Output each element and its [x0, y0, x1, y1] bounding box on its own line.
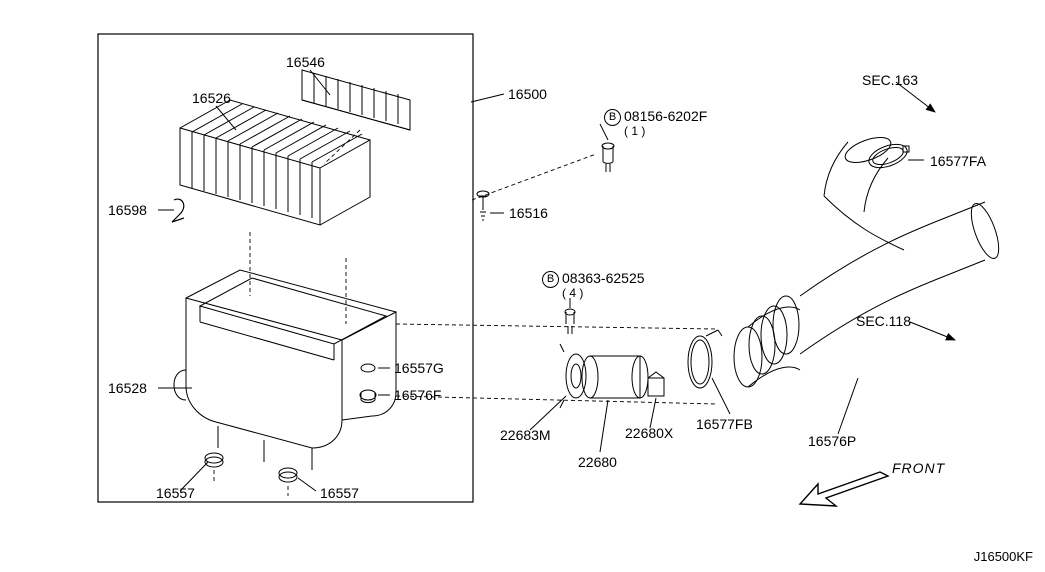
callout-text: 16598 [108, 202, 147, 218]
callout-prefix: B [604, 109, 621, 126]
diagram-id: J16500KF [974, 549, 1033, 564]
callout-r16528: 16528 [108, 380, 147, 396]
callout-text: 16546 [286, 54, 325, 70]
callout-text: 08363-62525 [562, 270, 645, 286]
callout-r16546: 16546 [286, 54, 325, 70]
front-label: FRONT [892, 460, 945, 476]
explode-lines-2 [214, 154, 716, 496]
explode-lines [250, 130, 360, 324]
callout-sub: ( 1 ) [624, 124, 707, 138]
front-arrow [800, 472, 888, 506]
callout-r16557b: 16557 [320, 485, 359, 501]
callout-text: 16526 [192, 90, 231, 106]
part-upper-cover [180, 100, 370, 225]
callout-rsec163: SEC.163 [862, 72, 918, 88]
callout-text: 16557 [320, 485, 359, 501]
part-screw-16516 [477, 191, 489, 220]
callout-text: 16557 [156, 485, 195, 501]
callout-r16557a: 16557 [156, 485, 195, 501]
callout-text: 16576F [394, 387, 441, 403]
callout-text: 16576P [808, 433, 856, 449]
callout-r16576p: 16576P [808, 433, 856, 449]
callout-sub: ( 4 ) [562, 286, 645, 300]
callout-text: 22680 [578, 454, 617, 470]
callout-rsec118: SEC.118 [856, 313, 911, 329]
callout-r08156: B08156-6202F( 1 ) [604, 108, 707, 138]
callout-text: 16557G [394, 360, 444, 376]
callout-text: 16500 [508, 86, 547, 102]
callout-r16500: 16500 [508, 86, 547, 102]
callout-text: 08156-6202F [624, 108, 707, 124]
callout-r16598: 16598 [108, 202, 147, 218]
callout-r16576f: 16576F [394, 387, 441, 403]
part-air-filter [302, 70, 410, 130]
callout-text: 16577FA [930, 153, 986, 169]
callout-text: 22683M [500, 427, 551, 443]
callout-text: SEC.118 [856, 313, 911, 329]
callout-r16557g: 16557G [394, 360, 444, 376]
part-clamp-outer [866, 140, 910, 172]
assembly-box [98, 34, 473, 502]
callout-text: 16528 [108, 380, 147, 396]
callout-r16526: 16526 [192, 90, 231, 106]
part-clamp-inner [688, 330, 722, 388]
callout-r22680x: 22680X [625, 425, 673, 441]
callout-text: 16516 [509, 205, 548, 221]
part-bolt-top [602, 143, 614, 172]
callout-text: 16577FB [696, 416, 753, 432]
callout-prefix: B [542, 271, 559, 288]
part-lower-body [174, 270, 396, 470]
part-clip [172, 199, 184, 222]
callout-text: 22680X [625, 425, 673, 441]
callout-r16577fa: 16577FA [930, 153, 986, 169]
part-mounts [205, 364, 376, 482]
part-air-duct [734, 132, 1004, 387]
callout-r16577fb: 16577FB [696, 416, 753, 432]
part-maf-sensor [560, 344, 664, 408]
callout-text: SEC.163 [862, 72, 918, 88]
callout-r22680: 22680 [578, 454, 617, 470]
callout-r22683m: 22683M [500, 427, 551, 443]
callout-r16516: 16516 [509, 205, 548, 221]
part-screws-maf [565, 309, 575, 334]
callout-r08363: B08363-62525( 4 ) [542, 270, 645, 300]
